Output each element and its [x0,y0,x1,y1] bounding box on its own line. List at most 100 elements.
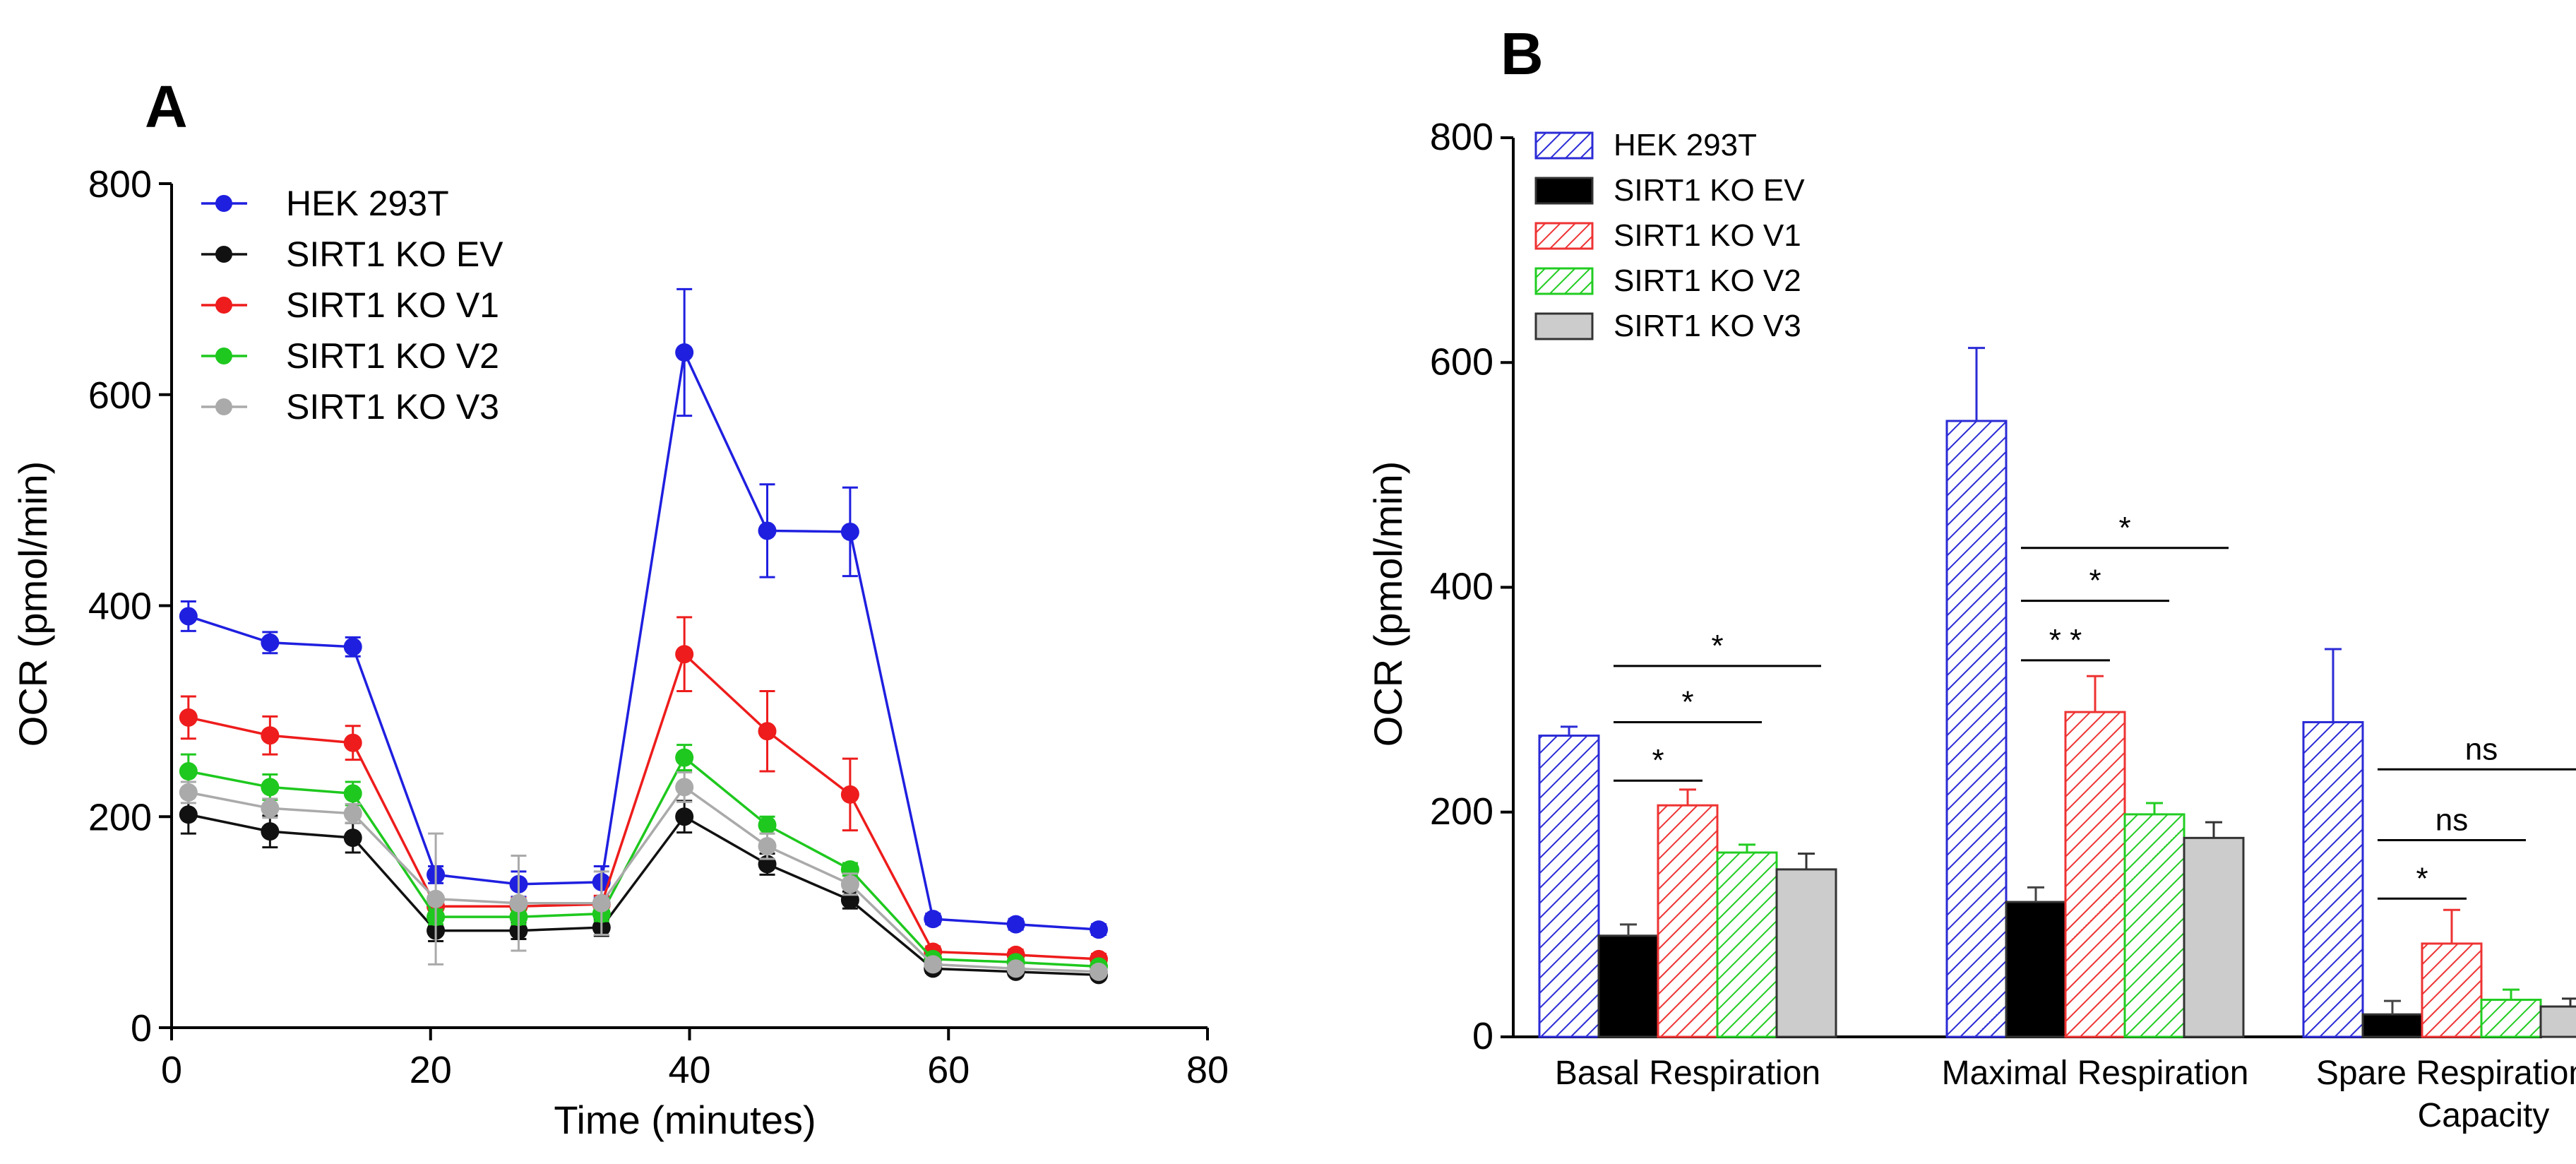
bar-sirt1-ko-ev [2005,901,2067,1038]
significance-label: * [2118,511,2130,545]
data-point [261,778,280,797]
data-point [261,726,280,745]
bar-sirt1-ko-v3 [2183,836,2245,1038]
data-point [758,521,777,540]
x-tick-label: 80 [1186,1049,1229,1091]
x-tick-label: 40 [668,1049,710,1091]
significance-bracket: * [1614,629,1821,667]
x-tick-label: 60 [927,1049,970,1091]
panel-a-y-axis-title: OCR (pmol/min) [11,461,55,747]
data-point [592,893,611,913]
data-point [261,822,280,841]
legend-item-sirt1-ko-v2: SIRT1 KO V2 [1534,263,1801,298]
y-tick-label: 800 [88,163,152,206]
significance-label: ns [2435,803,2468,838]
series-line [188,755,1099,968]
y-tick-label: 0 [1472,1015,1493,1057]
data-point [840,874,859,893]
significance-label: * [1652,743,1664,778]
y-tick-label: 400 [1430,566,1493,608]
category-label: Basal Respiration [1555,1055,1820,1092]
significance-label: * [1711,629,1723,663]
panel-b-label: B [1501,20,1544,87]
bar-sirt1-ko-v3 [2539,1005,2576,1038]
legend-marker [215,297,232,314]
data-point [343,733,362,752]
legend-item-hek-293t: HEK 293T [1534,128,1757,162]
data-point [179,607,198,626]
bar-sirt1-ko-ev [1597,934,1659,1038]
legend-item-sirt1-ko-ev: SIRT1 KO EV [1534,173,1805,208]
data-point [840,522,859,541]
bar-sirt1-ko-v2 [1716,851,1778,1038]
legend-label: HEK 293T [286,184,449,223]
legend-swatch [1534,177,1594,205]
legend-item-sirt1-ko-ev: SIRT1 KO EV [201,234,503,274]
series-line [188,813,1099,977]
legend-label: SIRT1 KO V3 [286,387,499,427]
data-point [675,807,694,826]
data-point [924,910,943,929]
legend-marker [215,246,232,263]
data-point [427,889,446,908]
y-tick-label: 400 [88,586,152,628]
significance-label: * [2089,564,2101,598]
significance-bracket: * [2378,861,2467,900]
data-point [179,708,198,727]
series-sirt1-ko-ev [179,794,1108,985]
bar-hek-293t [1538,735,1600,1038]
data-point [1006,915,1025,934]
y-tick-label: 200 [88,796,152,838]
category-label: Maximal Respiration [1942,1055,2249,1092]
legend-label: SIRT1 KO V1 [1614,218,1801,253]
bar-hek-293t [2302,720,2364,1038]
legend-swatch [1534,222,1594,250]
bar-sirt1-ko-v1 [2064,711,2126,1038]
legend-swatch [1534,267,1594,295]
data-point [758,837,777,856]
panel-a-x-axis-title: Time (minutes) [554,1098,816,1142]
legend-marker [215,398,232,415]
data-point [179,783,198,802]
series-line [188,652,1099,961]
line-chart-panel-a: 0 200 400 600 800 0 20 40 60 80 HEK 293T SIRT1 KO … [11,163,1229,1142]
panel-a-series [179,287,1108,985]
panel-a-axes: 0 200 400 600 800 0 20 40 60 80 [88,163,1229,1091]
y-tick-label: 200 [1430,790,1493,833]
significance-bracket: * [2021,564,2169,602]
series-sirt1-ko-v1 [179,616,1108,968]
y-tick-label: 0 [131,1007,152,1050]
legend-label: SIRT1 KO EV [286,234,503,274]
significance-bracket: * [1614,684,1762,723]
legend-item-hek-293t: HEK 293T [201,184,449,223]
significance-bracket: * [1614,743,1703,782]
data-point [509,893,528,913]
category-label: Capacity [2418,1097,2550,1134]
data-point [840,785,859,804]
data-point [758,816,777,835]
legend-label: SIRT1 KO EV [1614,173,1805,208]
significance-label: * [2416,861,2428,896]
data-point [1089,962,1108,981]
bar-sirt1-ko-v1 [1657,804,1719,1038]
panel-b-y-axis-title: OCR (pmol/min) [1366,461,1410,747]
legend-swatch [1534,312,1594,340]
data-point [1089,920,1108,939]
data-point [261,633,280,652]
panel-b-legend: HEK 293T SIRT1 KO EV SIRT1 KO V1 SIRT1 KO V… [1534,128,1805,343]
legend-marker [215,195,232,212]
legend-marker [215,348,232,364]
significance-bracket: ns [2378,732,2576,771]
legend-item-sirt1-ko-v1: SIRT1 KO V1 [1534,218,1801,253]
panel-a-legend: HEK 293T SIRT1 KO EV SIRT1 KO V1 SIRT1 KO V… [201,184,503,427]
legend-label: SIRT1 KO V2 [286,336,499,376]
data-point [343,784,362,803]
bar-sirt1-ko-v2 [2123,813,2186,1038]
data-point [675,343,694,362]
significance-bracket: * * [2021,623,2110,662]
x-tick-label: 0 [161,1049,182,1091]
panel-a-label: A [145,73,188,140]
legend-label: SIRT1 KO V1 [286,285,499,325]
data-point [675,778,694,797]
